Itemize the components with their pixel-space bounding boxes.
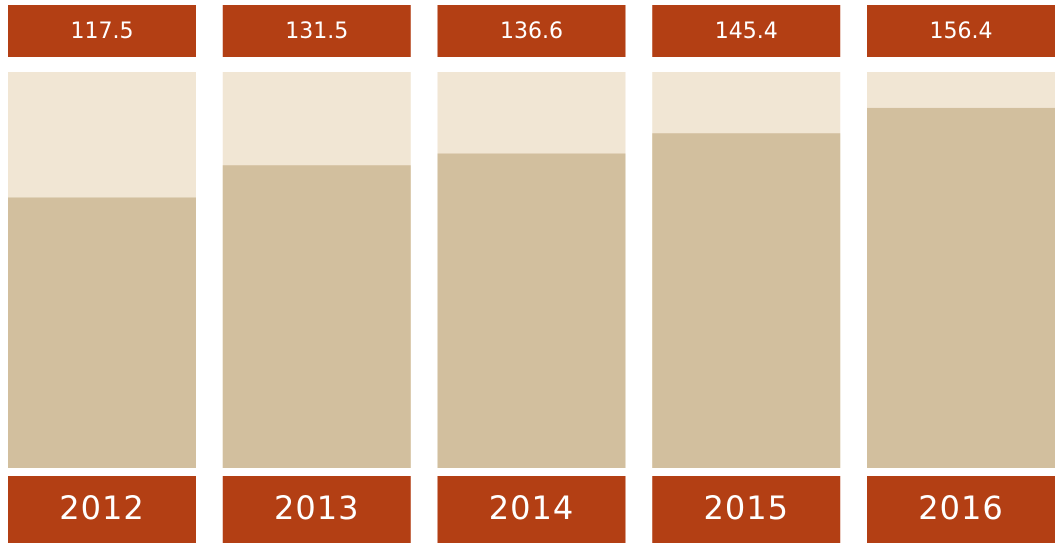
value-box bbox=[652, 5, 841, 57]
category-box bbox=[8, 476, 196, 543]
bar bbox=[8, 197, 196, 468]
bar bbox=[437, 153, 626, 468]
category-label: 2016 bbox=[918, 489, 1003, 527]
category-label: 2015 bbox=[704, 489, 789, 527]
value-label: 156.4 bbox=[930, 19, 993, 44]
category-label: 2013 bbox=[274, 489, 359, 527]
bar bbox=[652, 133, 841, 468]
value-box bbox=[8, 5, 196, 57]
category-box bbox=[652, 476, 841, 543]
value-box bbox=[867, 5, 1055, 57]
value-box bbox=[437, 5, 626, 57]
value-label: 117.5 bbox=[71, 19, 134, 44]
category-label: 2014 bbox=[489, 489, 574, 527]
value-label: 131.5 bbox=[285, 19, 348, 44]
category-box bbox=[867, 476, 1055, 543]
value-label: 145.4 bbox=[715, 19, 778, 44]
value-label: 136.6 bbox=[500, 19, 563, 44]
category-box bbox=[222, 476, 411, 543]
bar bbox=[222, 165, 411, 468]
category-box bbox=[437, 476, 626, 543]
value-box bbox=[222, 5, 411, 57]
bar bbox=[867, 107, 1055, 468]
category-label: 2012 bbox=[59, 489, 144, 527]
